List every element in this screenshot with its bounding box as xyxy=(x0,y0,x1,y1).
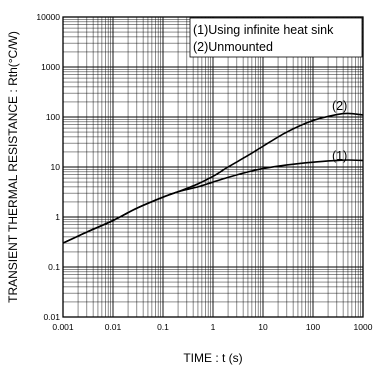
y-axis-label: TRANSIENT THERMAL RESISTANCE : Rth(°C/W) xyxy=(6,31,20,303)
x-tick-label: 1 xyxy=(211,322,216,332)
legend-box xyxy=(189,17,363,58)
y-tick-label: 1000 xyxy=(41,62,60,72)
legend: (1)Using infinite heat sink (2)Unmounted xyxy=(189,17,363,58)
x-tick-label: 0.01 xyxy=(105,322,122,332)
legend-entry-1: (1)Using infinite heat sink xyxy=(193,23,334,37)
y-tick-label: 0.1 xyxy=(48,262,60,272)
x-tick-label: 0.001 xyxy=(52,322,74,332)
y-tick-label: 0.01 xyxy=(43,312,60,322)
plot-frame xyxy=(62,16,364,318)
x-tick-label: 10 xyxy=(258,322,268,332)
x-tick-label: 0.1 xyxy=(157,322,169,332)
curves xyxy=(62,112,364,244)
x-axis-label: TIME : t (s) xyxy=(183,351,242,365)
x-tick-labels: 0.001 0.01 0.1 1 10 100 1000 xyxy=(52,322,372,332)
series-label-1: (1) xyxy=(332,149,347,163)
series-line-2 xyxy=(62,112,364,244)
y-tick-label: 10 xyxy=(51,162,61,172)
grid xyxy=(63,17,363,317)
y-tick-label: 1 xyxy=(55,212,60,222)
y-tick-labels: 0.01 0.1 1 10 100 1000 10000 xyxy=(36,12,60,322)
x-tick-label: 1000 xyxy=(354,322,373,332)
x-tick-label: 100 xyxy=(306,322,320,332)
legend-entry-2: (2)Unmounted xyxy=(193,40,273,54)
series-label-2: (2) xyxy=(332,99,347,113)
y-tick-label: 10000 xyxy=(36,12,60,22)
y-tick-label: 100 xyxy=(46,112,60,122)
